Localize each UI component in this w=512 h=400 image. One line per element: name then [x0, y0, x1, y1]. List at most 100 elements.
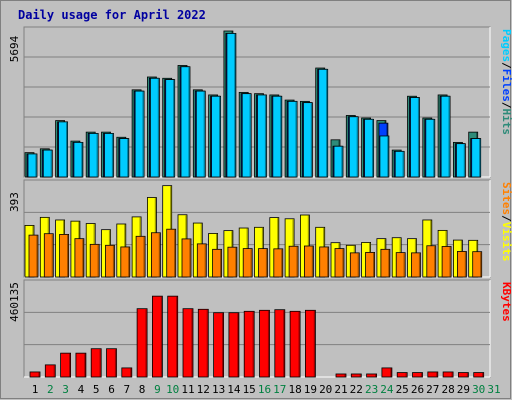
- legend-pages-files-hits: Pages/Files/Hits: [500, 29, 512, 135]
- bar-pages-day-30: [471, 138, 482, 178]
- legend-entry: Sites: [500, 182, 512, 215]
- bar-sites-day-13: [212, 248, 223, 278]
- bar-pages-day-16: [257, 94, 267, 178]
- bar-sites-day-23: [365, 251, 376, 278]
- bar-kbytes-day-7: [121, 367, 133, 378]
- bar-sites-day-2: [43, 233, 54, 278]
- bar-kbytes-day-9: [151, 295, 163, 378]
- x-tick-label-day-9: 9: [154, 383, 161, 396]
- bar-pages-day-1: [27, 153, 38, 178]
- svg-text:Sites/Visits: Sites/Visits: [500, 182, 512, 262]
- bar-kbytes-day-30: [473, 372, 485, 378]
- bar-kbytes-day-8: [136, 308, 148, 378]
- bar-sites-day-29: [456, 251, 467, 278]
- x-tick-label-day-18: 18: [288, 383, 301, 396]
- bar-kbytes-day-4: [75, 352, 87, 378]
- x-tick-label-day-2: 2: [47, 383, 54, 396]
- bar-sites-day-8: [135, 235, 146, 278]
- x-tick-label-day-16: 16: [258, 383, 271, 396]
- y-max-label: 393: [8, 192, 21, 212]
- bar-kbytes-day-18: [289, 310, 301, 378]
- legend-kbytes: KBytes: [500, 282, 512, 322]
- bar-sites-day-25: [395, 252, 406, 278]
- x-tick-label-day-8: 8: [139, 383, 146, 396]
- bar-kbytes-day-14: [228, 312, 240, 378]
- legend-entry: /: [500, 215, 512, 222]
- x-tick-label-day-20: 20: [319, 383, 332, 396]
- x-tick-label-day-21: 21: [334, 383, 347, 396]
- legend-entry: /: [500, 62, 512, 69]
- bar-sites-day-26: [411, 252, 421, 278]
- bar-pages-day-10: [165, 79, 176, 178]
- x-tick-label-day-10: 10: [166, 383, 179, 396]
- bar-pages-day-20: [318, 68, 329, 178]
- bar-kbytes-day-19: [304, 309, 316, 378]
- x-tick-label-day-31: 31: [487, 383, 500, 396]
- bar-sites-day-5: [89, 243, 100, 278]
- svg-text:Pages/Files/Hits: Pages/Files/Hits: [500, 29, 512, 135]
- x-tick-label-day-1: 1: [32, 383, 39, 396]
- bar-sites-day-10: [166, 228, 177, 278]
- bars-kbytes: [29, 295, 485, 378]
- bar-kbytes-day-25: [396, 372, 408, 378]
- bar-kbytes-day-26: [412, 372, 423, 378]
- x-tick-label-day-7: 7: [123, 383, 130, 396]
- bar-kbytes-day-23: [366, 373, 378, 378]
- bar-kbytes-day-24: [381, 367, 393, 378]
- bar-pages-day-27: [425, 118, 436, 178]
- x-tick-label-day-17: 17: [273, 383, 286, 396]
- bar-sites-day-30: [472, 251, 483, 278]
- bars-sites-visits: [24, 185, 483, 278]
- x-tick-label-day-5: 5: [93, 383, 100, 396]
- bar-pages-day-4: [73, 141, 84, 178]
- bar-pages-day-29: [455, 143, 466, 178]
- bar-sites-day-21: [334, 248, 345, 278]
- bar-sites-day-11: [181, 238, 192, 278]
- bar-pages-day-9: [149, 77, 160, 178]
- bar-pages-day-14: [226, 33, 237, 178]
- x-tick-label-day-15: 15: [243, 383, 256, 396]
- x-tick-label-day-29: 29: [457, 383, 470, 396]
- bar-pages-day-26: [410, 97, 420, 178]
- panel-kbytes: 460135 KBytes: [8, 279, 512, 378]
- bar-sites-day-1: [28, 234, 39, 278]
- bar-pages-day-6: [104, 133, 114, 178]
- x-tick-label-day-30: 30: [472, 383, 485, 396]
- legend-entry: /: [500, 102, 512, 109]
- x-tick-label-day-28: 28: [441, 383, 454, 396]
- x-axis: 1 2 3 4 5 6 7 8 9 10 11 12 13 14 15 16 17 18 19 20 21 22 23 24 2…: [32, 383, 501, 396]
- bar-kbytes-day-29: [457, 372, 469, 378]
- bar-pages-day-22: [348, 116, 359, 178]
- bar-sites-day-6: [105, 244, 115, 278]
- bar-sites-day-16: [258, 248, 268, 278]
- x-tick-label-day-3: 3: [62, 383, 69, 396]
- bar-kbytes-day-10: [167, 295, 179, 378]
- bar-pages-day-8: [134, 90, 145, 178]
- x-tick-label-day-22: 22: [350, 383, 363, 396]
- chart-title: Daily usage for April 2022: [18, 8, 206, 22]
- bar-kbytes-day-13: [213, 312, 225, 378]
- x-tick-label-day-26: 26: [411, 383, 424, 396]
- bar-kbytes-day-15: [243, 310, 255, 378]
- bar-sites-day-15: [242, 248, 253, 278]
- bar-kbytes-day-6: [106, 348, 117, 378]
- x-tick-label-day-25: 25: [396, 383, 409, 396]
- bar-pages-day-23: [364, 118, 375, 178]
- bar-sites-day-20: [319, 246, 330, 278]
- bars-pages-files-hits: [24, 30, 482, 178]
- bar-pages-day-17: [272, 95, 283, 178]
- bar-sites-day-12: [196, 243, 207, 278]
- bar-kbytes-day-22: [350, 373, 362, 378]
- x-tick-label-day-14: 14: [227, 383, 241, 396]
- bar-pages-day-25: [394, 150, 405, 178]
- bar-sites-day-4: [74, 238, 85, 278]
- bar-sites-day-18: [288, 245, 299, 278]
- bar-sites-day-28: [441, 246, 452, 278]
- legend-entry: Files: [500, 69, 512, 102]
- svg-text:KBytes: KBytes: [500, 282, 512, 322]
- x-tick-label-day-24: 24: [380, 383, 394, 396]
- panel-sites-visits: 393 Sites/Visits: [8, 179, 512, 278]
